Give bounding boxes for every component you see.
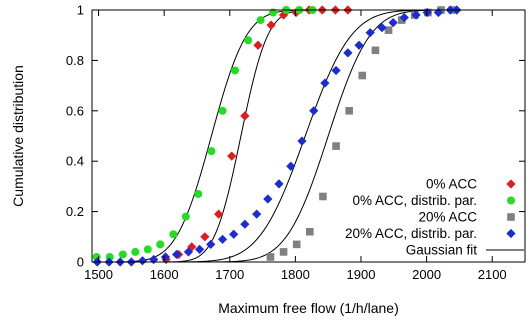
legend-marker	[506, 179, 516, 189]
y-axis-title: Cumulative distribution	[10, 65, 26, 207]
data-point	[253, 40, 263, 50]
data-point	[194, 244, 205, 254]
data-point	[319, 192, 327, 201]
data-point	[371, 46, 380, 55]
data-point	[388, 18, 398, 28]
x-tick-label: 1600	[150, 267, 179, 282]
data-point	[292, 240, 301, 249]
data-point	[118, 250, 127, 259]
data-point	[422, 7, 432, 18]
legend-label: 20% ACC	[418, 210, 477, 225]
x-tick-label: 1800	[281, 267, 310, 282]
data-point	[207, 147, 216, 156]
data-point	[218, 106, 227, 115]
series-20-acc-distrib-par	[92, 5, 462, 267]
data-point	[244, 36, 253, 45]
x-tick-label: 1500	[84, 267, 113, 282]
data-point	[181, 212, 190, 221]
legend-marker	[507, 196, 515, 205]
y-tick-label: 0.6	[66, 103, 84, 118]
y-tick-label: 0.4	[66, 154, 84, 169]
data-point	[172, 249, 182, 260]
x-axis-title: Maximum free flow (1/h/lane)	[218, 300, 399, 316]
data-point	[240, 111, 250, 121]
data-point	[156, 240, 165, 249]
x-tick-label: 2100	[478, 267, 507, 282]
data-point	[399, 12, 409, 23]
data-point	[411, 10, 421, 20]
data-point	[131, 247, 140, 256]
x-tick-label: 2000	[412, 267, 441, 282]
data-point	[297, 136, 307, 146]
series-0-acc-distrib-par	[92, 6, 317, 261]
legend-label: 20% ACC, distrib. par.	[345, 226, 477, 241]
data-point	[252, 209, 262, 219]
data-point	[200, 232, 210, 242]
data-point	[286, 161, 296, 171]
y-tick-label: 0.8	[66, 53, 84, 68]
data-point	[358, 71, 367, 80]
data-point	[354, 40, 364, 50]
data-point	[269, 8, 278, 17]
data-point	[143, 245, 152, 254]
data-point	[279, 248, 288, 256]
plot-frame	[91, 9, 526, 263]
data-point	[227, 151, 237, 161]
data-point	[231, 66, 240, 75]
data-point	[229, 229, 239, 239]
axis-ticks: 1500 1600 1700 1800 1900 2000 2100 0 0.2 0.4 0.6 0.…	[66, 3, 525, 282]
data-point	[309, 106, 319, 116]
y-tick-label: 1	[77, 3, 84, 18]
data-point	[306, 227, 314, 236]
data-point	[256, 16, 265, 25]
data-point	[160, 252, 171, 262]
legend-label: 0% ACC	[426, 177, 477, 192]
data-point	[240, 219, 250, 229]
series-0-acc	[161, 5, 353, 265]
data-point	[384, 26, 393, 34]
legend-marker	[507, 213, 515, 221]
y-tick-label: 0	[77, 255, 84, 270]
data-point	[433, 7, 443, 18]
data-point	[397, 16, 406, 24]
data-point	[266, 253, 275, 261]
legend-label: 0% ACC, distrib. par.	[352, 193, 477, 208]
data-point	[343, 48, 353, 58]
data-point	[320, 78, 330, 88]
data-point	[345, 107, 353, 115]
data-point	[169, 230, 178, 239]
data-point	[332, 142, 340, 150]
x-tick-label: 1700	[215, 267, 244, 282]
data-point	[274, 179, 284, 189]
data-point	[183, 247, 194, 257]
data-point	[137, 256, 148, 266]
legend-label: Gaussian fit	[406, 243, 478, 258]
data-point	[377, 23, 387, 33]
data-point	[365, 28, 375, 38]
data-point	[214, 209, 224, 219]
x-tick-label: 1900	[347, 267, 376, 282]
y-tick-label: 0.2	[66, 204, 84, 219]
data-point	[331, 65, 341, 76]
data-point	[206, 239, 216, 249]
legend-marker	[506, 228, 516, 239]
data-point	[217, 234, 228, 244]
data-point	[194, 189, 203, 198]
data-point	[263, 194, 273, 204]
data-point	[266, 20, 276, 30]
